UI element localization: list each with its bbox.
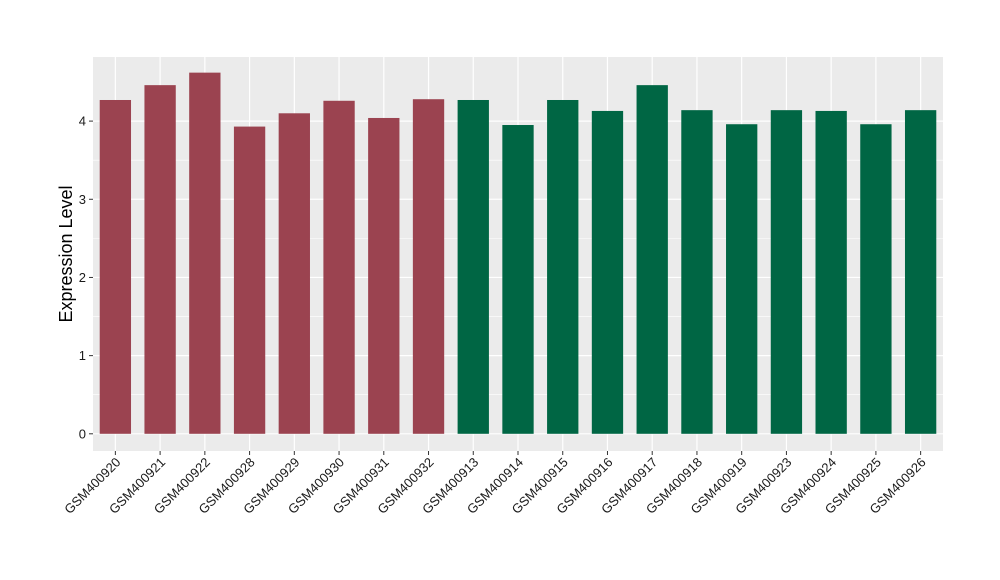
bar-GSM400928 — [233, 126, 266, 434]
y-axis-title: Expression Level — [56, 185, 76, 322]
bar-GSM400915 — [547, 99, 579, 434]
y-tick-label: 2 — [79, 270, 86, 285]
bar-GSM400923 — [770, 110, 803, 434]
bar-GSM400918 — [681, 110, 713, 434]
y-tick-label: 4 — [79, 114, 86, 129]
bar-GSM400926 — [904, 110, 937, 434]
y-tick-label: 1 — [79, 348, 86, 363]
bar-GSM400924 — [815, 110, 847, 434]
bar-GSM400914 — [502, 125, 534, 434]
bar-GSM400916 — [591, 110, 624, 434]
y-tick-label: 0 — [79, 426, 86, 441]
y-tick-label: 3 — [79, 192, 86, 207]
bar-GSM400932 — [412, 99, 445, 434]
bar-GSM400925 — [860, 124, 892, 434]
bar-GSM400931 — [368, 117, 400, 434]
y-axis: 0 1 2 3 4 — [79, 114, 93, 441]
bar-GSM400921 — [144, 85, 176, 434]
bars — [99, 72, 937, 434]
bar-GSM400919 — [726, 124, 758, 434]
bar-GSM400929 — [278, 113, 310, 434]
bar-GSM400922 — [189, 72, 221, 434]
x-axis: GSM400920GSM400921GSM400922GSM400928GSM4… — [61, 451, 929, 517]
bar-GSM400930 — [323, 100, 355, 434]
bar-GSM400920 — [99, 99, 132, 434]
bar-GSM400917 — [636, 85, 668, 434]
bar-GSM400913 — [457, 99, 489, 434]
